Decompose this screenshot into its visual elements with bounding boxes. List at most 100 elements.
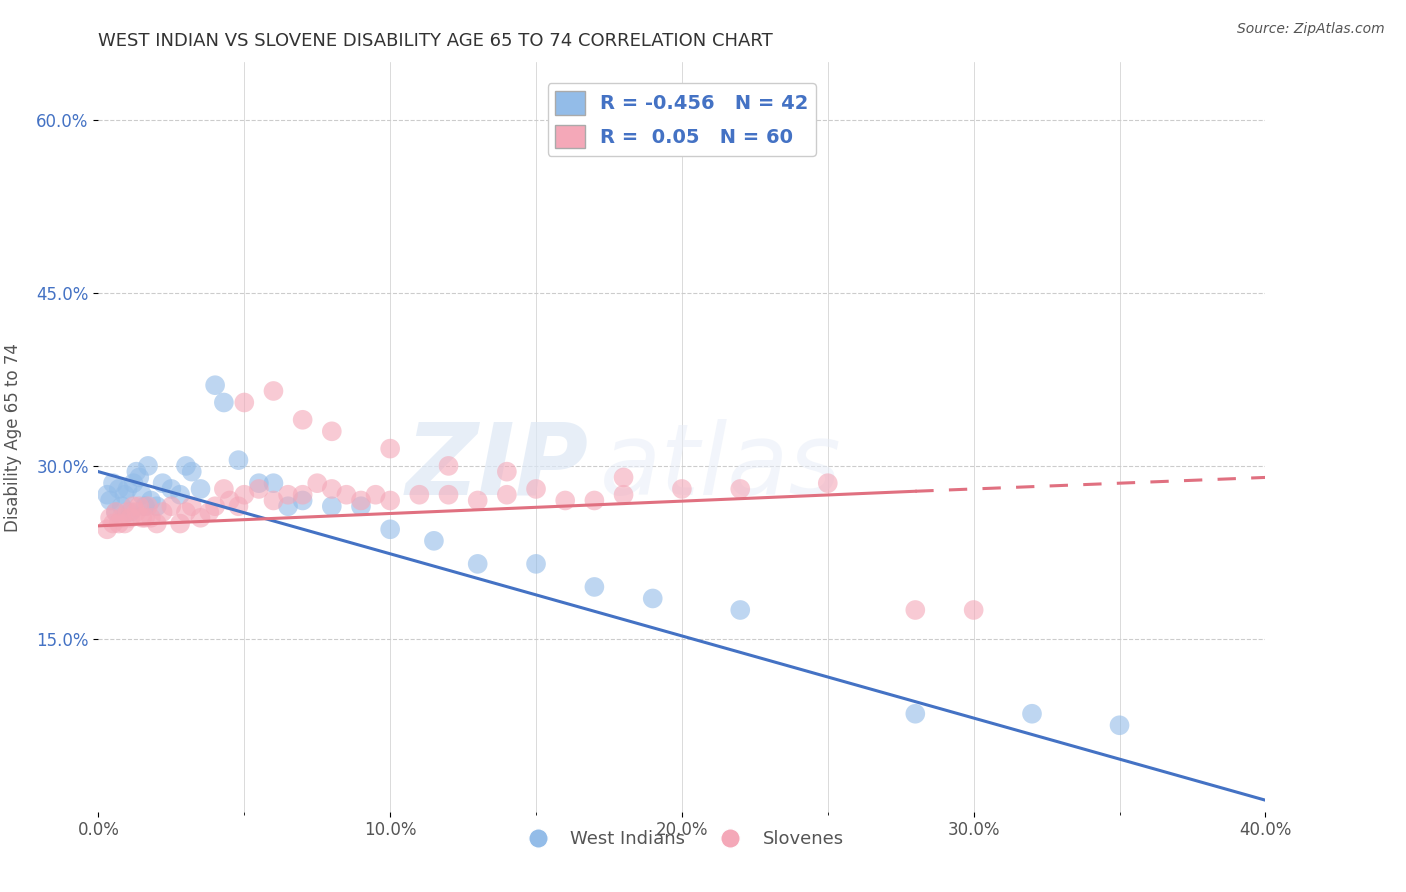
Point: [134, 510, 156, 524]
Point: [524, 557, 547, 571]
Point: [169, 516, 191, 531]
Point: [174, 458, 197, 473]
Point: [730, 603, 752, 617]
Point: [117, 505, 139, 519]
Point: [1108, 718, 1130, 732]
Point: [1021, 706, 1043, 721]
Point: [104, 505, 127, 519]
Point: [291, 488, 314, 502]
Point: [437, 458, 460, 473]
Point: [180, 465, 202, 479]
Point: [496, 488, 519, 502]
Point: [131, 488, 153, 502]
Point: [904, 603, 927, 617]
Point: [364, 488, 387, 502]
Point: [101, 476, 124, 491]
Point: [152, 505, 174, 519]
Point: [291, 413, 314, 427]
Point: [262, 493, 284, 508]
Point: [524, 482, 547, 496]
Point: [98, 493, 121, 508]
Point: [120, 505, 142, 519]
Point: [139, 493, 162, 508]
Text: atlas: atlas: [600, 418, 842, 516]
Point: [96, 488, 118, 502]
Point: [125, 505, 148, 519]
Point: [350, 500, 373, 514]
Point: [212, 482, 235, 496]
Point: [247, 482, 270, 496]
Point: [125, 465, 148, 479]
Point: [262, 384, 284, 398]
Text: WEST INDIAN VS SLOVENE DISABILITY AGE 65 TO 74 CORRELATION CHART: WEST INDIAN VS SLOVENE DISABILITY AGE 65…: [98, 32, 773, 50]
Y-axis label: Disability Age 65 to 74: Disability Age 65 to 74: [4, 343, 22, 532]
Point: [904, 706, 927, 721]
Point: [962, 603, 984, 617]
Legend: West Indians, Slovenes: West Indians, Slovenes: [513, 822, 851, 855]
Point: [120, 510, 142, 524]
Point: [307, 476, 329, 491]
Point: [131, 510, 153, 524]
Point: [104, 505, 127, 519]
Point: [321, 500, 343, 514]
Point: [321, 425, 343, 439]
Point: [228, 500, 250, 514]
Point: [146, 500, 169, 514]
Point: [111, 510, 134, 524]
Point: [212, 395, 235, 409]
Point: [467, 493, 489, 508]
Point: [108, 516, 131, 531]
Point: [380, 522, 402, 536]
Point: [128, 500, 150, 514]
Point: [554, 493, 576, 508]
Point: [101, 516, 124, 531]
Point: [730, 482, 752, 496]
Point: [160, 500, 183, 514]
Point: [321, 482, 343, 496]
Point: [291, 493, 314, 508]
Point: [114, 488, 136, 502]
Point: [583, 580, 606, 594]
Point: [180, 500, 202, 514]
Point: [496, 465, 519, 479]
Point: [128, 470, 150, 484]
Point: [160, 482, 183, 496]
Point: [247, 476, 270, 491]
Point: [233, 488, 256, 502]
Point: [467, 557, 489, 571]
Point: [583, 493, 606, 508]
Point: [380, 493, 402, 508]
Point: [114, 516, 136, 531]
Point: [174, 505, 197, 519]
Text: ZIP: ZIP: [405, 418, 589, 516]
Point: [98, 510, 121, 524]
Point: [671, 482, 693, 496]
Point: [190, 510, 212, 524]
Point: [169, 488, 191, 502]
Point: [380, 442, 402, 456]
Point: [136, 500, 159, 514]
Point: [117, 482, 139, 496]
Point: [204, 378, 226, 392]
Text: Source: ZipAtlas.com: Source: ZipAtlas.com: [1237, 22, 1385, 37]
Point: [96, 522, 118, 536]
Point: [152, 476, 174, 491]
Point: [218, 493, 240, 508]
Point: [277, 488, 299, 502]
Point: [139, 510, 162, 524]
Point: [262, 476, 284, 491]
Point: [233, 395, 256, 409]
Point: [612, 470, 634, 484]
Point: [228, 453, 250, 467]
Point: [134, 500, 156, 514]
Point: [190, 482, 212, 496]
Point: [146, 516, 169, 531]
Point: [198, 505, 221, 519]
Point: [437, 488, 460, 502]
Point: [111, 500, 134, 514]
Point: [277, 500, 299, 514]
Point: [204, 500, 226, 514]
Point: [612, 488, 634, 502]
Point: [641, 591, 664, 606]
Point: [350, 493, 373, 508]
